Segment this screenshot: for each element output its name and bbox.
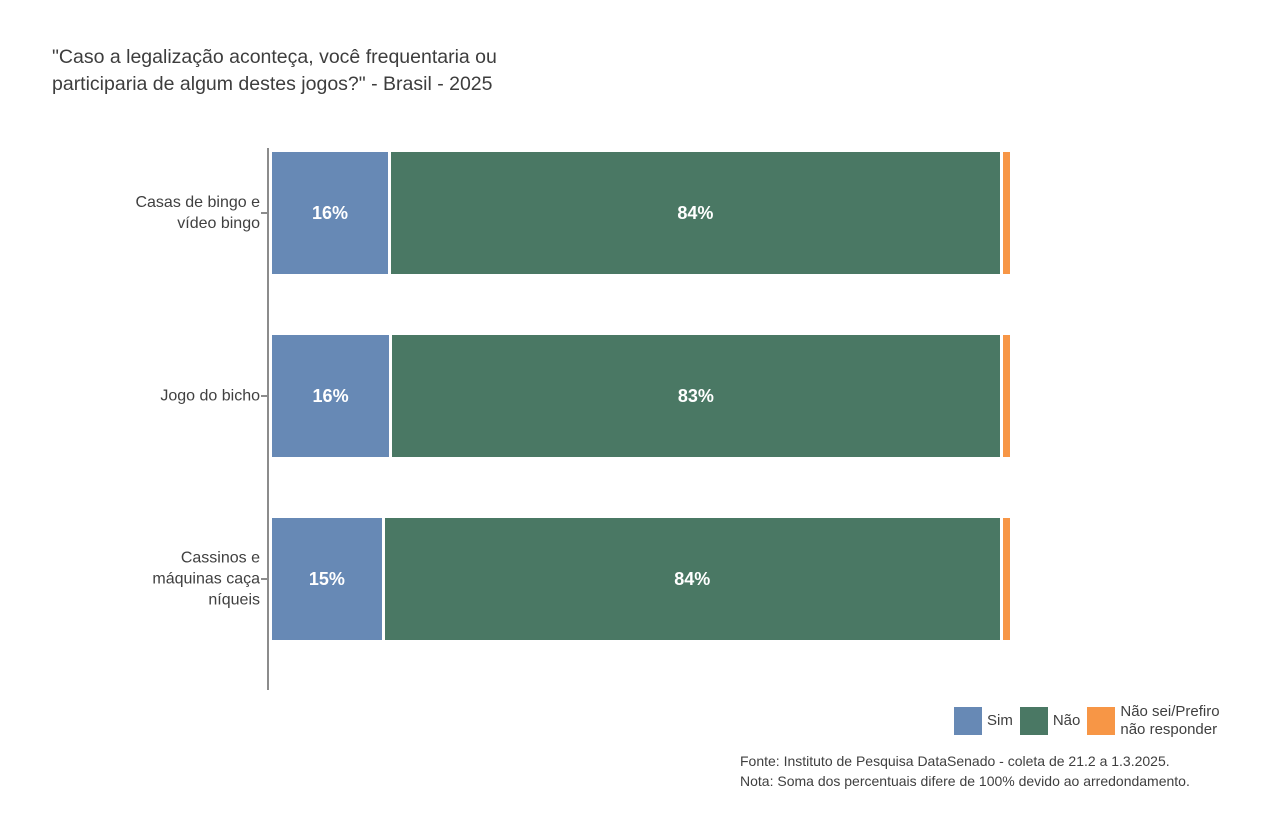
source-note: Fonte: Instituto de Pesquisa DataSenado … (740, 751, 1190, 792)
note-line: Nota: Soma dos percentuais difere de 100… (740, 773, 1190, 790)
axis-tick (261, 578, 267, 580)
axis-tick (261, 212, 267, 214)
bar-segment-sim: 16% (272, 152, 388, 274)
bar-segment-nao-sei (1002, 335, 1010, 457)
source-line: Fonte: Instituto de Pesquisa DataSenado … (740, 753, 1170, 769)
category-label-line: Cassinos e (180, 549, 260, 567)
value-label-nao: 84% (674, 568, 711, 589)
legend-item-nao-sei: Não sei/Prefiro não responder (1087, 703, 1220, 740)
value-label-sim: 16% (311, 202, 348, 223)
legend-label-sim: Sim (987, 712, 1013, 730)
bar-segment-nao: 84% (390, 152, 1000, 274)
category-label: Cassinos e máquinas caça níqueis (30, 547, 260, 610)
chart-title-line2: participaria de algum destes jogos?" - B… (52, 72, 493, 95)
bar-segment-nao: 84% (384, 518, 1000, 640)
category-label-line: máquinas caça (152, 570, 260, 588)
chart-title: "Caso a legalização aconteça, você frequ… (52, 44, 497, 98)
bar-row: 16% 83% (272, 335, 1010, 457)
legend: Sim Não Não sei/Prefiro não responder (954, 703, 1220, 740)
y-axis-line (267, 148, 269, 690)
bar-row: 16% 84% (272, 152, 1010, 274)
legend-label-nao: Não (1052, 712, 1081, 730)
legend-swatch-sim (954, 707, 982, 736)
value-label-nao: 83% (677, 385, 714, 406)
category-label: Jogo do bicho (30, 385, 260, 406)
bar-segment-sim: 15% (272, 518, 382, 640)
category-label-line: vídeo bingo (177, 215, 260, 232)
value-label-sim: 15% (308, 568, 345, 589)
category-label-line: Casas de bingo e (135, 193, 260, 211)
bar-segment-sim: 16% (272, 335, 390, 457)
category-label-line: níqueis (208, 591, 260, 609)
legend-swatch-nao-sei (1087, 707, 1116, 736)
bar-segment-nao: 83% (392, 335, 1000, 457)
bar-row: 15% 84% (272, 518, 1010, 640)
axis-tick (261, 395, 267, 397)
legend-swatch-nao (1019, 707, 1048, 736)
bar-segment-nao-sei (1002, 518, 1010, 640)
value-label-nao: 84% (677, 202, 714, 223)
legend-item-nao: Não (1019, 707, 1081, 736)
value-label-sim: 16% (312, 385, 349, 406)
legend-item-sim: Sim (954, 707, 1013, 736)
chart-title-line1: "Caso a legalização aconteça, você frequ… (52, 46, 497, 68)
legend-label-nao-sei: Não sei/Prefiro não responder (1120, 703, 1220, 739)
category-label-line: Jogo do bicho (160, 387, 260, 405)
bar-segment-nao-sei (1002, 152, 1010, 274)
category-label: Casas de bingo e vídeo bingo (30, 192, 260, 234)
